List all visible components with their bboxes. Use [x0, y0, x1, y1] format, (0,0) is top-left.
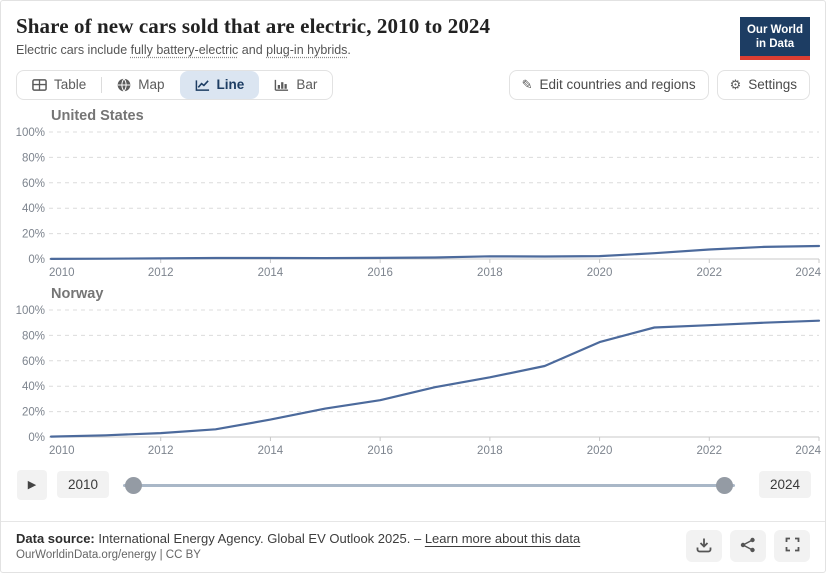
fullscreen-button[interactable] [774, 530, 810, 562]
expand-icon [785, 537, 800, 555]
gear-icon: ⚙ [729, 76, 742, 92]
header-text: Share of new cars sold that are electric… [16, 14, 490, 57]
owid-logo-line1: Our World [746, 24, 803, 36]
data-source-text: International Energy Agency. Global EV O… [98, 531, 411, 546]
timeline-slider[interactable] [123, 476, 735, 494]
svg-text:2022: 2022 [696, 445, 722, 457]
owid-logo[interactable]: Our World in Data [740, 17, 810, 60]
timeline-handle-start[interactable] [125, 476, 143, 494]
svg-text:2020: 2020 [587, 445, 613, 457]
page-title: Share of new cars sold that are electric… [16, 14, 491, 38]
toolbar: Table Map Line Bar ✎ Edit countries and … [1, 60, 825, 102]
svg-text:100%: 100% [16, 127, 45, 139]
svg-text:2012: 2012 [148, 267, 174, 279]
footer-actions [686, 530, 810, 562]
svg-text:2018: 2018 [477, 267, 503, 279]
svg-text:100%: 100% [16, 305, 45, 317]
timeline-start-year[interactable]: 2010 [57, 471, 110, 499]
share-button[interactable] [730, 530, 766, 562]
timeline-track[interactable] [123, 483, 735, 487]
download-icon [696, 537, 712, 556]
tab-map[interactable]: Map [102, 71, 179, 99]
data-source-line: Data source: International Energy Agency… [16, 531, 580, 546]
tab-bar-label: Bar [296, 77, 318, 93]
timeline-end-year[interactable]: 2024 [758, 471, 811, 499]
svg-text:40%: 40% [22, 203, 45, 215]
learn-more-link[interactable]: Learn more about this data [424, 531, 581, 546]
edit-countries-button[interactable]: ✎ Edit countries and regions [508, 69, 709, 100]
chart-subtitle: Electric cars include fully battery-elec… [16, 43, 490, 57]
header: Share of new cars sold that are electric… [1, 1, 825, 60]
table-icon [32, 78, 47, 92]
tab-table[interactable]: Table [17, 71, 101, 99]
svg-text:80%: 80% [22, 330, 45, 342]
svg-text:2018: 2018 [477, 445, 503, 457]
data-source-label: Data source: [16, 531, 95, 546]
svg-text:40%: 40% [22, 381, 45, 393]
globe-icon [117, 77, 131, 92]
line-chart-united-states[interactable]: 0% 20% 40% 60% 80% 100% 2010 2012 2014 2016 2018 20… [1, 126, 825, 284]
svg-text:2020: 2020 [587, 267, 613, 279]
svg-text:0%: 0% [28, 254, 45, 266]
svg-text:2010: 2010 [49, 445, 75, 457]
link-fully-battery-electric[interactable]: fully battery-electric [130, 43, 239, 57]
svg-text:2024: 2024 [795, 267, 821, 279]
svg-text:2014: 2014 [258, 267, 284, 279]
subtitle-text: and [238, 43, 267, 57]
edit-countries-label: Edit countries and regions [539, 77, 696, 93]
svg-text:2022: 2022 [696, 267, 722, 279]
svg-text:60%: 60% [22, 178, 45, 190]
svg-text:2012: 2012 [148, 445, 174, 457]
svg-text:80%: 80% [22, 152, 45, 164]
tab-table-label: Table [54, 77, 87, 93]
svg-text:2024: 2024 [795, 445, 821, 457]
tab-line-label: Line [216, 77, 245, 93]
svg-text:2010: 2010 [49, 267, 75, 279]
toolbar-actions: ✎ Edit countries and regions ⚙ Settings [508, 69, 810, 100]
svg-text:0%: 0% [28, 432, 45, 444]
line-chart-norway[interactable]: 0% 20% 40% 60% 80% 100% 2010 2012 2014 2016 2018 20… [1, 304, 825, 462]
line-chart-icon [195, 78, 210, 92]
owid-logo-line2: in Data [755, 38, 795, 51]
link-plug-in-hybrids[interactable]: plug-in hybrids [266, 43, 348, 57]
footer: Data source: International Energy Agency… [1, 521, 825, 572]
tab-bar[interactable]: Bar [259, 71, 332, 99]
bar-chart-icon [274, 78, 289, 92]
settings-label: Settings [748, 77, 797, 93]
timeline: ▶ 2010 2024 [1, 464, 825, 506]
tab-map-label: Map [138, 77, 165, 93]
svg-text:20%: 20% [22, 406, 45, 418]
svg-text:20%: 20% [22, 228, 45, 240]
facet-title-united-states: United States [51, 107, 144, 124]
chart-type-tabs: Table Map Line Bar [16, 69, 334, 100]
facet-title-norway: Norway [51, 285, 104, 302]
svg-text:60%: 60% [22, 356, 45, 368]
download-button[interactable] [686, 530, 722, 562]
chart-area: United States 0% 20% 40% 60% 80% 100% 2010 2012… [1, 102, 825, 462]
tab-divider [101, 76, 103, 93]
share-icon [740, 537, 756, 556]
svg-text:2016: 2016 [367, 267, 393, 279]
settings-button[interactable]: ⚙ Settings [716, 69, 810, 100]
pencil-icon: ✎ [521, 76, 533, 92]
facet-norway: Norway 0% 20% 40% 60% 80% 100% 2010 2012 2014 201… [1, 286, 825, 462]
dash: – [413, 531, 422, 546]
svg-text:2016: 2016 [367, 445, 393, 457]
tab-line[interactable]: Line [179, 70, 260, 99]
footer-text: Data source: International Energy Agency… [16, 531, 580, 561]
svg-text:2014: 2014 [258, 445, 284, 457]
facet-united-states: United States 0% 20% 40% 60% 80% 100% 2010 2012… [1, 108, 825, 284]
license-line: OurWorldinData.org/energy | CC BY [16, 549, 201, 561]
timeline-handle-end[interactable] [715, 476, 733, 494]
subtitle-text: Electric cars include [16, 43, 131, 57]
subtitle-text: . [347, 43, 351, 57]
play-button[interactable]: ▶ [17, 469, 47, 500]
